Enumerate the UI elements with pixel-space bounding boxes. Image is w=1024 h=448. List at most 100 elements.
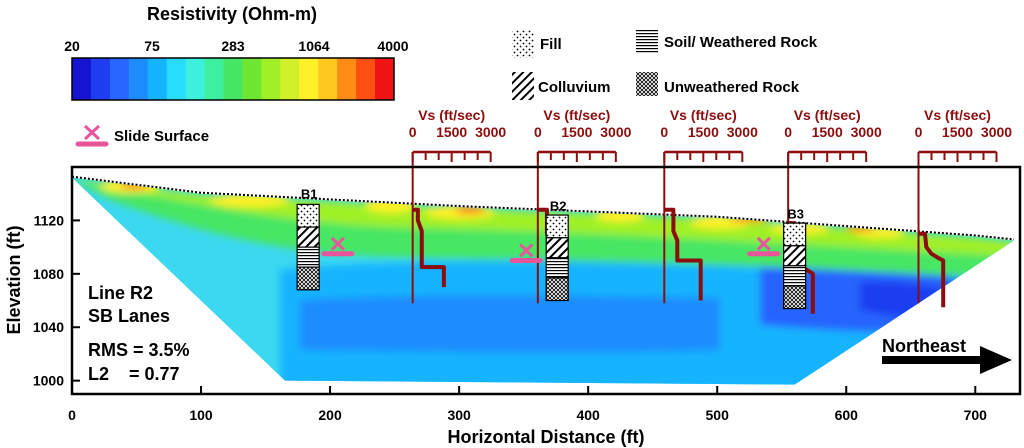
- x-tick-label: 300: [447, 407, 471, 423]
- colorbar-swatch: [299, 58, 319, 100]
- colorbar-swatch: [128, 58, 149, 100]
- y-axis-label: Elevation (ft): [4, 225, 24, 334]
- very-high-resistivity-patch: [455, 206, 485, 214]
- slide-surface-icon: [75, 124, 109, 147]
- plot-frame: [70, 165, 1022, 396]
- colorbar-tick-label: 1064: [298, 38, 329, 54]
- vs-tick-label: 1500: [812, 124, 843, 140]
- vs-profile-line: [664, 207, 703, 301]
- vs-title: Vs (ft/sec): [670, 107, 737, 123]
- borehole-label: B1: [301, 186, 318, 201]
- borehole-label: B3: [787, 206, 804, 221]
- x-tick-label: 100: [189, 407, 213, 423]
- x-tick-label: 500: [706, 407, 730, 423]
- legend: Fill Soil/ Weathered Rock Colluvium Unwe…: [512, 30, 818, 100]
- high-resistivity-patch: [365, 197, 415, 213]
- vs-title: Vs (ft/sec): [418, 107, 485, 123]
- legend-unweathered-swatch: [636, 72, 658, 96]
- colorbar-swatch: [147, 58, 168, 100]
- borehole-layer: [545, 277, 569, 302]
- annotations: Line R2 SB Lanes RMS = 3.5% L2 = 0.77: [88, 283, 190, 384]
- colorbar-tick-label: 283: [221, 38, 245, 54]
- colorbar-swatch: [72, 58, 92, 100]
- colorbar-tick-label: 4000: [377, 38, 408, 54]
- vs-title: Vs (ft/sec): [924, 107, 991, 123]
- high-resistivity-patch: [210, 193, 290, 207]
- vs-tick-label: 0: [409, 124, 417, 140]
- x-tick-label: 400: [576, 407, 600, 423]
- lanes-label: SB Lanes: [88, 306, 170, 326]
- y-tick-label: 1120: [34, 212, 65, 228]
- vs-tick-label: 0: [534, 124, 542, 140]
- vs-profile-line: [412, 207, 446, 288]
- vs-tick-label: 1500: [436, 124, 467, 140]
- vs-tick-label: 3000: [981, 124, 1012, 140]
- slide-markers: [321, 236, 781, 263]
- slide-marker-x: [519, 243, 534, 258]
- vs-tick-label: 3000: [851, 124, 882, 140]
- colorbar-swatch: [90, 58, 111, 100]
- colorbar-swatch: [337, 58, 357, 100]
- x-tick-label: 0: [68, 407, 76, 423]
- colorbar-title: Resistivity (Ohm-m): [147, 4, 317, 24]
- x-axis-label: Horizontal Distance (ft): [447, 427, 644, 447]
- y-axis: 1000 1040 1080 1120: [33, 212, 80, 389]
- line-label: Line R2: [88, 283, 153, 303]
- borehole-layer: [296, 266, 320, 291]
- slide-marker-x: [330, 236, 345, 251]
- slide-marker-x: [756, 236, 771, 251]
- x-axis: 0 100 200 300 400 500 600 700: [68, 386, 987, 423]
- vs-tick-label: 1500: [561, 124, 592, 140]
- colorbar-swatch: [242, 58, 262, 100]
- colorbar: [71, 57, 395, 101]
- y-tick-label: 1040: [33, 319, 64, 335]
- vs-tick-label: 3000: [600, 124, 631, 140]
- slide-surface-icon: [747, 236, 781, 257]
- borehole-label: B2: [550, 198, 567, 213]
- boreholes: B1 B2 B3: [296, 186, 807, 310]
- colorbar-tick-label: 75: [144, 38, 160, 54]
- colorbar-tick-label: 20: [64, 38, 80, 54]
- vs-title: Vs (ft/sec): [543, 107, 610, 123]
- ground-surface-line: [71, 175, 1015, 241]
- elevated-resistivity-band: [72, 178, 1014, 257]
- arrow-right-icon: [882, 346, 1012, 374]
- high-resistivity-patch: [595, 208, 645, 222]
- l2-label: L2 = 0.77: [88, 364, 180, 384]
- vs-title: Vs (ft/sec): [794, 107, 861, 123]
- vs-tick-label: 0: [915, 124, 923, 140]
- borehole-layer: [783, 265, 807, 287]
- x-tick-label: 700: [964, 407, 988, 423]
- borehole-layer: [296, 203, 320, 228]
- borehole-layer: [296, 246, 320, 268]
- x-tick-label: 600: [835, 407, 859, 423]
- legend-colluvium-swatch: [512, 72, 534, 100]
- colorbar-swatch: [375, 58, 395, 100]
- borehole-layer: [545, 257, 569, 279]
- legend-slide-surface: Slide Surface: [75, 124, 209, 147]
- borehole-layer: [783, 285, 807, 310]
- vs-tick-label: 0: [660, 124, 668, 140]
- colorbar-tick-labels: 20 75 283 1064 4000: [64, 38, 409, 54]
- slide-surface-icon: [509, 243, 543, 263]
- colorbar-swatch: [261, 58, 281, 100]
- colorbar-swatch: [204, 58, 225, 100]
- borehole-layer: [545, 237, 569, 259]
- slide-surface-icon: [321, 236, 355, 257]
- colorbar-swatch: [185, 58, 206, 100]
- colorbar-swatch: [166, 58, 187, 100]
- vs-profile-line: [918, 231, 946, 308]
- borehole-layer: [545, 214, 569, 239]
- legend-fill-swatch: [512, 30, 534, 58]
- northeast-arrow: Northeast: [882, 336, 1012, 374]
- borehole-layer: [783, 222, 807, 247]
- colorbar-swatch: [280, 58, 300, 100]
- vs-tick-label: 0: [784, 124, 792, 140]
- y-tick-label: 1000: [33, 373, 64, 389]
- vs-tick-label: 1500: [942, 124, 973, 140]
- colorbar-frame: [71, 57, 395, 101]
- legend-colluvium-label: Colluvium: [538, 79, 611, 96]
- very-low-resistivity-core: [860, 281, 970, 319]
